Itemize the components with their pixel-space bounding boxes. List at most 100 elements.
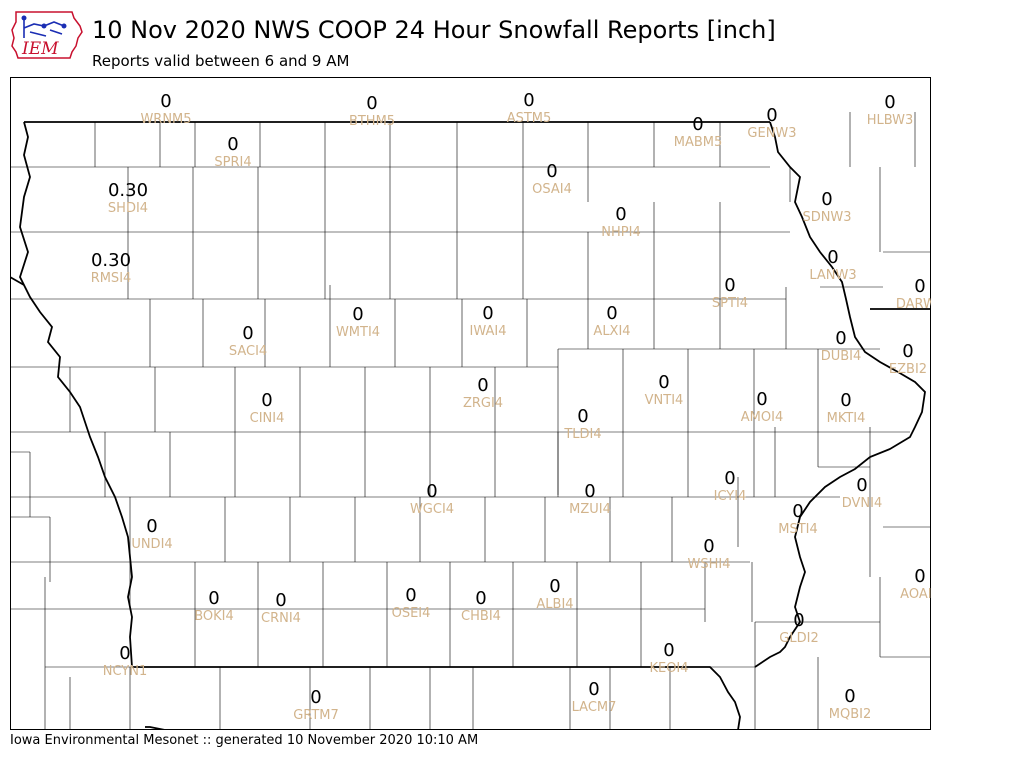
station-id-label: DVNI4 [842,496,883,511]
snowfall-value: 0 [208,588,219,609]
snowfall-value: 0 [914,276,925,297]
station-id-label: DARW3 [896,297,931,312]
station-id-label: SHDI4 [108,201,148,216]
station-id-label: MZUI4 [569,502,611,517]
station-id-label: VNTI4 [645,393,684,408]
snowfall-value: 0 [724,468,735,489]
snowfall-value: 0 [366,93,377,114]
iowa-state-logo-icon: IEM [11,11,83,59]
state-boundaries [10,121,931,730]
snowfall-value: 0 [793,610,804,631]
station-id-label: BTHM5 [349,114,395,129]
footer-credit: Iowa Environmental Mesonet :: generated … [10,733,479,748]
station-aoai2: AOAI20 [900,566,931,602]
station-id-label: MABM5 [674,135,723,150]
station-id-label: WRNM5 [140,112,191,127]
station-id-label: SACI4 [229,344,267,359]
snowfall-value: 0 [275,590,286,611]
station-id-label: CINI4 [250,411,285,426]
map-subtitle: Reports valid between 6 and 9 AM [92,52,350,70]
station-id-label: NHPI4 [601,225,640,240]
snowfall-value: 0 [902,341,913,362]
snowfall-map: WRNM5 0 BTHM5 0 ASTM5 0 MABM5 0 GENW3 0 HLBW3 0 SPRI… [10,77,931,730]
snowfall-value: 0 [426,481,437,502]
snowfall-value: 0 [827,247,838,268]
iem-logo: IEM [10,8,84,62]
station-id-label: ASTM5 [507,111,552,126]
station-id-label: AOAI2 [900,587,931,602]
snowfall-value: 0 [914,566,925,587]
station-id-label: EZBI2 [889,362,927,377]
snowfall-value: 0 [584,481,595,502]
station-id-label: SPTI4 [712,296,748,311]
snowfall-value: 0 [242,323,253,344]
station-id-label: WSHI4 [688,557,731,572]
station-id-label: DUBI4 [821,349,862,364]
snowfall-value: 0 [475,588,486,609]
snowfall-value: 0 [835,328,846,349]
snowfall-value: 0 [523,90,534,111]
snowfall-value: 0 [146,516,157,537]
station-id-label: TLDI4 [563,427,601,442]
snowfall-value: 0 [840,390,851,411]
station-id-label: GENW3 [747,126,796,141]
snowfall-value: 0 [724,275,735,296]
station-id-label: MSTI4 [778,522,818,537]
snowfall-value: 0 [405,585,416,606]
station-id-label: KEOI4 [649,661,688,676]
snowfall-value: 0.30 [108,180,148,201]
station-id-label: CHBI4 [461,609,501,624]
map-title: 10 Nov 2020 NWS COOP 24 Hour Snowfall Re… [92,16,776,44]
snowfall-value: 0 [844,686,855,707]
station-id-label: AMOI4 [741,410,783,425]
snowfall-value: 0 [119,643,130,664]
snowfall-value: 0 [546,161,557,182]
station-id-label: OSEI4 [392,606,431,621]
station-id-label: SDNW3 [802,210,851,225]
snowfall-value: 0 [588,679,599,700]
snowfall-value: 0 [160,91,171,112]
station-id-label: GRTM7 [293,708,339,723]
snowfall-value: 0 [884,92,895,113]
station-id-label: ALBI4 [536,597,573,612]
station-id-label: BOKI4 [194,609,234,624]
snowfall-value: 0 [821,189,832,210]
snowfall-value: 0 [615,204,626,225]
snowfall-value: 0 [856,475,867,496]
snowfall-value: 0 [792,501,803,522]
station-id-label: SPRI4 [214,155,251,170]
snowfall-value: 0 [477,375,488,396]
snowfall-value: 0 [663,640,674,661]
snowfall-value: 0 [766,105,777,126]
station-id-label: ALXI4 [593,324,630,339]
